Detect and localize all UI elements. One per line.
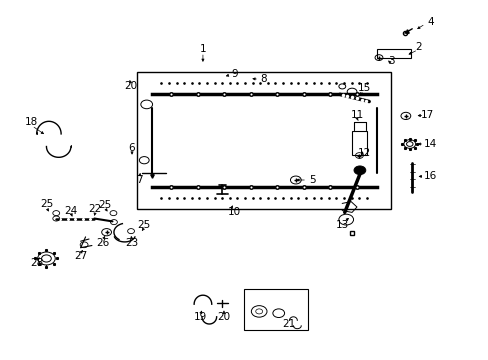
Circle shape xyxy=(353,166,365,175)
Text: 25: 25 xyxy=(98,200,112,210)
Text: 4: 4 xyxy=(426,17,433,27)
Bar xyxy=(351,131,366,155)
Text: 6: 6 xyxy=(128,143,135,153)
Text: 7: 7 xyxy=(136,175,142,185)
Text: 17: 17 xyxy=(420,110,434,120)
Text: 9: 9 xyxy=(231,69,238,79)
Text: 11: 11 xyxy=(349,110,363,120)
Bar xyxy=(376,49,410,58)
Text: 8: 8 xyxy=(260,74,267,84)
Text: 20: 20 xyxy=(217,312,230,322)
Text: 13: 13 xyxy=(335,220,348,230)
Text: 10: 10 xyxy=(228,207,241,217)
Text: 27: 27 xyxy=(74,251,87,261)
Text: 12: 12 xyxy=(357,148,370,158)
Text: 5: 5 xyxy=(309,175,316,185)
Text: 26: 26 xyxy=(96,238,109,248)
Text: 19: 19 xyxy=(193,312,207,322)
Text: 2: 2 xyxy=(414,42,421,52)
Text: 24: 24 xyxy=(64,206,78,216)
Text: 14: 14 xyxy=(423,139,436,149)
Text: 1: 1 xyxy=(199,44,206,54)
Text: 25: 25 xyxy=(40,199,53,210)
Text: 15: 15 xyxy=(357,83,370,93)
Bar xyxy=(137,72,390,209)
Text: 20: 20 xyxy=(124,81,137,91)
Text: 3: 3 xyxy=(387,56,394,66)
Text: 18: 18 xyxy=(25,117,39,127)
Text: 16: 16 xyxy=(423,171,436,181)
Text: 28: 28 xyxy=(30,258,43,268)
Text: 23: 23 xyxy=(125,238,139,248)
Bar xyxy=(244,289,307,330)
Text: 25: 25 xyxy=(137,220,151,230)
Text: 22: 22 xyxy=(88,204,102,214)
Text: 21: 21 xyxy=(281,319,295,329)
